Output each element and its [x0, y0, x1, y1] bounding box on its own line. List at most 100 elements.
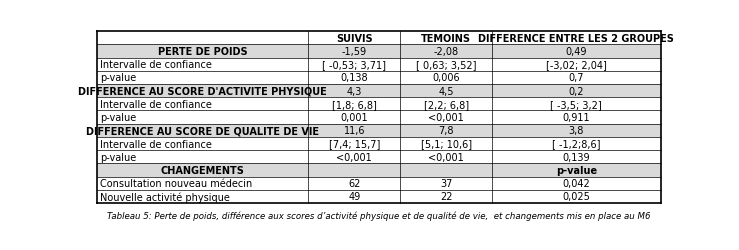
Bar — [97, 190, 308, 203]
Text: 11,6: 11,6 — [344, 126, 365, 136]
Text: 0,7: 0,7 — [568, 73, 584, 83]
Text: DIFFERENCE AU SCORE D'ACTIVITE PHYSIQUE: DIFFERENCE AU SCORE D'ACTIVITE PHYSIQUE — [78, 86, 327, 96]
Text: PERTE DE POIDS: PERTE DE POIDS — [158, 47, 248, 57]
Bar — [97, 32, 308, 45]
Bar — [400, 32, 492, 45]
Text: 0,139: 0,139 — [562, 152, 590, 162]
Bar — [308, 124, 400, 137]
Text: Consultation nouveau médecin: Consultation nouveau médecin — [101, 178, 253, 188]
Bar — [400, 72, 492, 85]
Text: [1,8; 6,8]: [1,8; 6,8] — [332, 100, 377, 110]
Bar — [400, 85, 492, 98]
Bar — [97, 164, 308, 177]
Text: Intervalle de confiance: Intervalle de confiance — [101, 139, 212, 149]
Text: [ -3,5; 3,2]: [ -3,5; 3,2] — [551, 100, 602, 110]
Text: [ -0,53; 3,71]: [ -0,53; 3,71] — [322, 60, 386, 70]
Text: 0,006: 0,006 — [432, 73, 460, 83]
Text: 49: 49 — [348, 192, 361, 202]
Text: 0,138: 0,138 — [341, 73, 368, 83]
Bar — [492, 58, 661, 71]
Text: DIFFERENCE ENTRE LES 2 GROUPES: DIFFERENCE ENTRE LES 2 GROUPES — [478, 34, 674, 43]
Bar — [97, 177, 308, 190]
Text: 22: 22 — [440, 192, 452, 202]
Text: p-value: p-value — [101, 112, 137, 122]
Bar — [492, 98, 661, 111]
Bar — [308, 150, 400, 164]
Text: Intervalle de confiance: Intervalle de confiance — [101, 100, 212, 110]
Text: p-value: p-value — [101, 152, 137, 162]
Bar — [308, 32, 400, 45]
Text: 7,8: 7,8 — [438, 126, 454, 136]
Bar — [308, 137, 400, 150]
Text: 0,042: 0,042 — [562, 178, 590, 188]
Bar — [97, 137, 308, 150]
Text: 62: 62 — [348, 178, 361, 188]
Text: 0,001: 0,001 — [341, 112, 368, 122]
Bar — [308, 58, 400, 71]
Text: 0,911: 0,911 — [562, 112, 590, 122]
Bar — [492, 111, 661, 124]
Bar — [400, 111, 492, 124]
Bar — [97, 72, 308, 85]
Bar — [492, 32, 661, 45]
Bar — [400, 58, 492, 71]
Bar — [308, 190, 400, 203]
Text: <0,001: <0,001 — [336, 152, 372, 162]
Bar — [97, 45, 308, 58]
Bar — [492, 85, 661, 98]
Bar — [97, 85, 308, 98]
Text: p-value: p-value — [101, 73, 137, 83]
Bar — [400, 137, 492, 150]
Text: [ 0,63; 3,52]: [ 0,63; 3,52] — [416, 60, 477, 70]
Bar — [97, 150, 308, 164]
Text: 4,5: 4,5 — [438, 86, 454, 96]
Text: Nouvelle activité physique: Nouvelle activité physique — [101, 192, 231, 202]
Bar — [400, 150, 492, 164]
Text: SUIVIS: SUIVIS — [336, 34, 372, 43]
Bar — [308, 164, 400, 177]
Bar — [97, 98, 308, 111]
Bar — [308, 85, 400, 98]
Bar — [492, 45, 661, 58]
Text: -2,08: -2,08 — [434, 47, 459, 57]
Bar — [97, 58, 308, 71]
Text: [5,1; 10,6]: [5,1; 10,6] — [420, 139, 471, 149]
Bar — [400, 164, 492, 177]
Text: TEMOINS: TEMOINS — [421, 34, 471, 43]
Bar — [308, 72, 400, 85]
Bar — [308, 98, 400, 111]
Bar — [400, 98, 492, 111]
Text: 4,3: 4,3 — [347, 86, 362, 96]
Bar — [492, 177, 661, 190]
Bar — [97, 111, 308, 124]
Text: [-3,02; 2,04]: [-3,02; 2,04] — [546, 60, 607, 70]
Text: <0,001: <0,001 — [428, 112, 464, 122]
Bar — [97, 124, 308, 137]
Text: [ -1,2;8,6]: [ -1,2;8,6] — [552, 139, 601, 149]
Text: DIFFERENCE AU SCORE DE QUALITE DE VIE: DIFFERENCE AU SCORE DE QUALITE DE VIE — [86, 126, 319, 136]
Bar — [400, 190, 492, 203]
Text: CHANGEMENTS: CHANGEMENTS — [160, 165, 245, 175]
Bar — [308, 111, 400, 124]
Text: Tableau 5: Perte de poids, différence aux scores d’activité physique et de quali: Tableau 5: Perte de poids, différence au… — [107, 211, 650, 220]
Text: <0,001: <0,001 — [428, 152, 464, 162]
Text: 0,2: 0,2 — [568, 86, 584, 96]
Bar — [492, 72, 661, 85]
Bar — [308, 45, 400, 58]
Bar — [400, 45, 492, 58]
Text: Intervalle de confiance: Intervalle de confiance — [101, 60, 212, 70]
Text: 3,8: 3,8 — [568, 126, 584, 136]
Bar — [492, 164, 661, 177]
Bar — [492, 150, 661, 164]
Bar — [492, 124, 661, 137]
Text: p-value: p-value — [556, 165, 597, 175]
Bar — [492, 137, 661, 150]
Bar — [492, 190, 661, 203]
Bar — [308, 177, 400, 190]
Bar — [400, 177, 492, 190]
Text: [7,4; 15,7]: [7,4; 15,7] — [329, 139, 380, 149]
Text: 0,49: 0,49 — [565, 47, 587, 57]
Text: -1,59: -1,59 — [341, 47, 367, 57]
Text: [2,2; 6,8]: [2,2; 6,8] — [423, 100, 469, 110]
Bar — [400, 124, 492, 137]
